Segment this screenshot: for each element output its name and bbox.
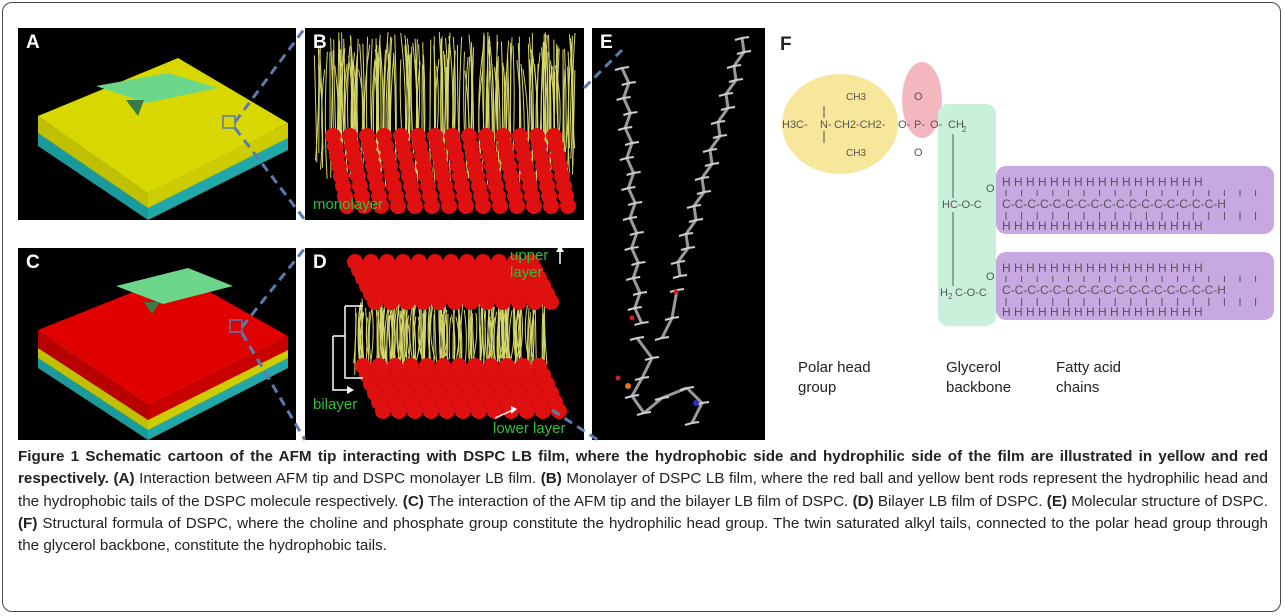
panel-d: D upper layer bilayer lower layer xyxy=(305,248,584,440)
svg-text:2: 2 xyxy=(948,292,953,301)
svg-text:O: O xyxy=(914,147,923,159)
svg-text:O: O xyxy=(914,91,923,103)
svg-text:H H H H H H H H H H H H H H H: H H H H H H H H H H H H H H H H H xyxy=(1002,175,1203,189)
svg-text:C-C-C-C-C-C-C-C-C-C-C-C-C-C-C-: C-C-C-C-C-C-C-C-C-C-C-C-C-C-C-C-C-H xyxy=(1002,197,1226,211)
head-group-highlight xyxy=(782,74,898,174)
glycerol-label: Glycerol backbone xyxy=(946,359,1012,396)
fatty-acid-label: Fatty acid chains xyxy=(1056,359,1122,396)
svg-text:C-C-C-C-C-C-C-C-C-C-C-C-C-C-C-: C-C-C-C-C-C-C-C-C-C-C-C-C-C-C-C-C-H xyxy=(1002,283,1226,297)
svg-text:CH: CH xyxy=(948,119,964,131)
chain-2-highlight xyxy=(996,252,1274,320)
svg-text:O: O xyxy=(986,271,995,283)
svg-text:H H H H H H H H H H H H H H H: H H H H H H H H H H H H H H H H H xyxy=(1002,305,1203,319)
panel-e-label: E xyxy=(600,32,613,53)
svg-text:CH2-CH2-: CH2-CH2- xyxy=(834,119,886,131)
phosphate-highlight xyxy=(902,62,942,138)
svg-text:O: O xyxy=(986,183,995,195)
caption-tag-b: (B) xyxy=(540,470,562,488)
panel-f: F CH3 H3C- N- CH2-CH2- CH3 O- P- O- O O CH 2 HC-O-C H… xyxy=(770,28,1275,440)
svg-text:CH3: CH3 xyxy=(846,148,866,159)
polar-head-label: Polar head group xyxy=(798,359,871,396)
svg-text:HC-O-C: HC-O-C xyxy=(942,199,982,211)
lower-layer-label: lower layer xyxy=(493,420,566,437)
bilayer-label: bilayer xyxy=(313,396,358,413)
chain-1-highlight xyxy=(996,166,1274,234)
svg-text:H H H H H H H H H H H H H H H: H H H H H H H H H H H H H H H H H xyxy=(1002,261,1203,275)
svg-text:N-: N- xyxy=(820,119,832,131)
figure-caption: Figure 1 Schematic cartoon of the AFM ti… xyxy=(18,448,1268,555)
upper-layer-label: upper layer xyxy=(510,248,549,281)
panel-a-illustration xyxy=(38,58,288,220)
svg-text:H H H H H H H H H H H H H H H: H H H H H H H H H H H H H H H H H xyxy=(1002,219,1203,233)
svg-text:C-O-C: C-O-C xyxy=(955,287,987,299)
panel-d-label: D xyxy=(313,252,327,273)
panel-a-label: A xyxy=(26,32,40,53)
svg-text:P-: P- xyxy=(914,119,925,131)
panel-b-label: B xyxy=(313,32,327,53)
svg-text:H: H xyxy=(940,287,948,299)
svg-text:2: 2 xyxy=(962,125,967,134)
bilayer-illustration xyxy=(332,248,567,419)
panel-f-label: F xyxy=(780,34,792,55)
caption-tag-a: (A) xyxy=(113,470,135,488)
panel-c: C xyxy=(18,248,296,440)
caption-tag-d: (D) xyxy=(852,492,874,510)
caption-tag-e: (E) xyxy=(1046,492,1068,510)
panel-c-label: C xyxy=(26,252,40,273)
caption-tag-c: (C) xyxy=(402,492,424,510)
svg-text:CH3: CH3 xyxy=(846,92,866,103)
panel-e: E xyxy=(592,28,765,440)
monolayer-label: monolayer xyxy=(313,196,384,213)
molecular-structure xyxy=(614,36,752,426)
svg-text:O-: O- xyxy=(898,119,911,131)
svg-text:H3C-: H3C- xyxy=(782,119,808,131)
panel-c-illustration xyxy=(38,268,288,440)
panel-a: A xyxy=(18,28,296,220)
caption-title: Figure 1 Schematic cartoon of the AFM ti… xyxy=(18,448,1268,488)
svg-text:O-: O- xyxy=(930,119,943,131)
caption-tag-f: (F) xyxy=(18,514,38,532)
panel-b: B monolayer xyxy=(305,28,584,220)
monolayer-illustration xyxy=(313,32,576,214)
